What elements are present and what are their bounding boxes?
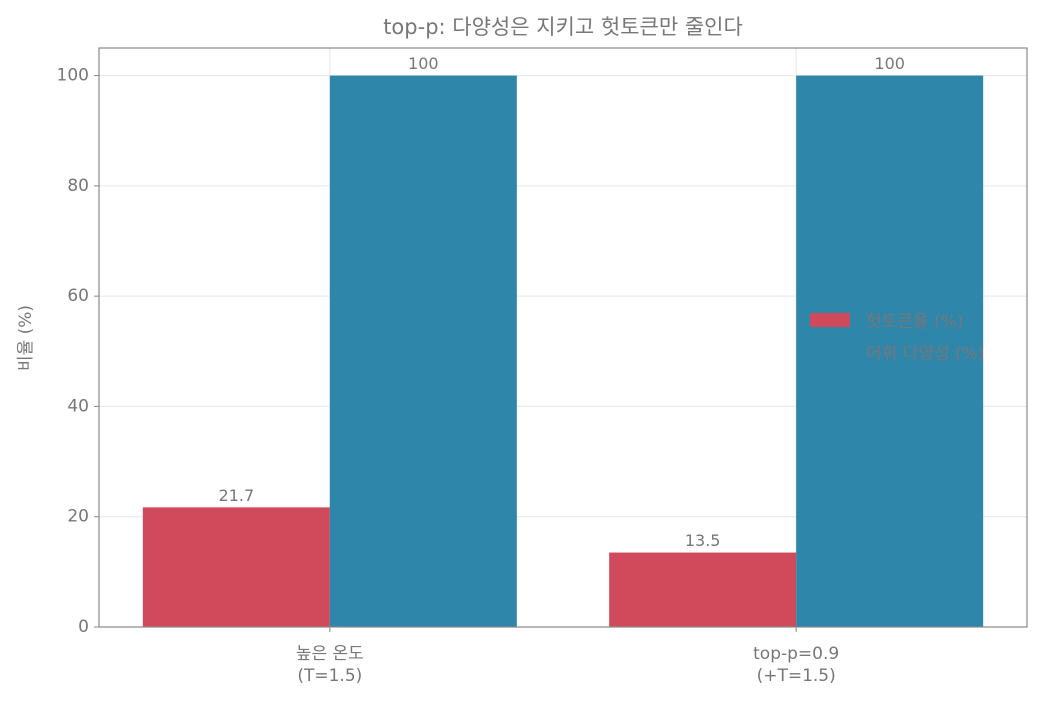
x-tick-label: top-p=0.9 (+T=1.5) bbox=[753, 644, 839, 686]
legend-swatch bbox=[810, 345, 850, 359]
data-label: 13.5 bbox=[685, 531, 721, 550]
bar bbox=[142, 507, 330, 627]
legend-swatch bbox=[810, 313, 850, 327]
y-tick-label: 80 bbox=[67, 176, 89, 196]
plot-frame bbox=[98, 47, 1028, 628]
legend-label: 어휘 다양성 (%) bbox=[866, 344, 984, 364]
y-tick-label: 100 bbox=[57, 66, 89, 86]
y-tick-label: 60 bbox=[67, 286, 89, 306]
y-tick-label: 20 bbox=[67, 507, 89, 527]
legend-label: 헛토큰율 (%) bbox=[866, 312, 963, 332]
bar bbox=[329, 75, 517, 628]
y-axis-label: 비율 (%) bbox=[16, 305, 36, 371]
data-label: 100 bbox=[408, 54, 439, 73]
y-tick-label: 40 bbox=[67, 396, 89, 416]
y-tick-label: 0 bbox=[78, 617, 89, 637]
chart-title: top-p: 다양성은 지키고 헛토큰만 줄인다 bbox=[383, 15, 743, 39]
x-tick-label: 높은 온도 (T=1.5) bbox=[296, 644, 364, 686]
data-label: 21.7 bbox=[219, 486, 255, 505]
bar bbox=[609, 552, 797, 627]
data-label: 100 bbox=[874, 54, 905, 73]
